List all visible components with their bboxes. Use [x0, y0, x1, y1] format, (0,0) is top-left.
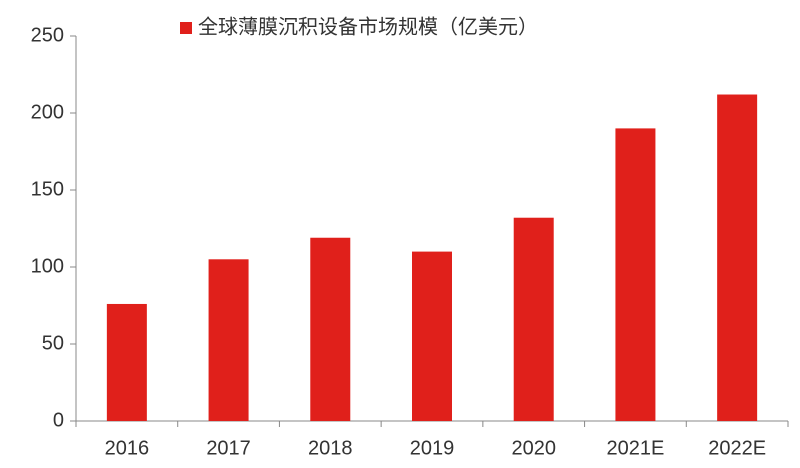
legend-label: 全球薄膜沉积设备市场规模（亿美元）	[198, 15, 538, 38]
y-tick-label: 100	[31, 255, 64, 277]
bar	[513, 217, 554, 421]
x-tick-label: 2022E	[708, 437, 766, 459]
legend-swatch	[180, 22, 192, 34]
bar	[208, 259, 249, 421]
x-tick-label: 2017	[206, 437, 251, 459]
y-tick-label: 200	[31, 101, 64, 123]
x-tick-label: 2021E	[607, 437, 665, 459]
x-tick-label: 2020	[511, 437, 556, 459]
bar	[717, 94, 758, 422]
y-tick-label: 50	[42, 332, 64, 354]
x-tick-label: 2016	[105, 437, 150, 459]
bar	[412, 251, 452, 421]
y-tick-label: 150	[31, 178, 64, 200]
bar	[310, 237, 351, 421]
bar	[106, 303, 147, 421]
y-tick-label: 250	[31, 24, 64, 46]
y-tick-label: 0	[53, 409, 64, 431]
x-tick-label: 2018	[308, 437, 353, 459]
bar	[615, 128, 656, 421]
x-tick-label: 2019	[410, 437, 455, 459]
